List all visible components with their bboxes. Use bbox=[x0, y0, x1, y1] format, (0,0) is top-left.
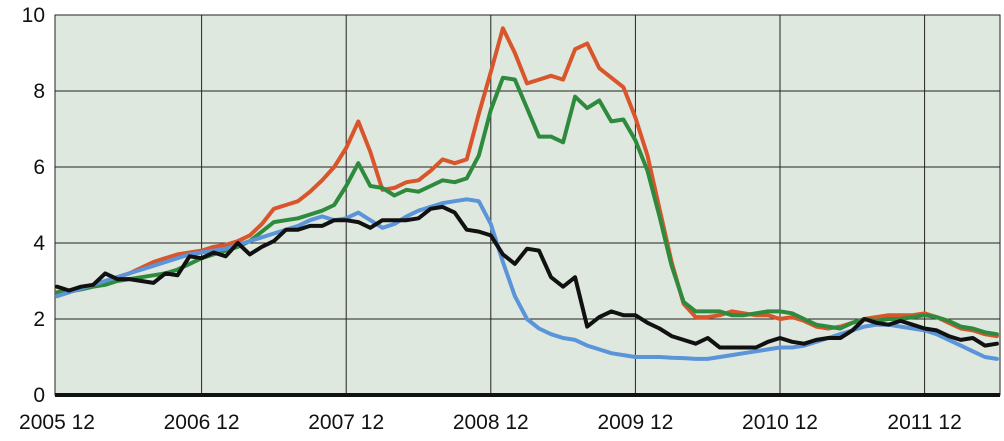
x-tick-2009-12: 2009 12 bbox=[597, 411, 673, 434]
x-tick-2010-12: 2010 12 bbox=[742, 411, 818, 434]
x-tick-2006-12: 2006 12 bbox=[164, 411, 240, 434]
x-tick-2007-12: 2007 12 bbox=[308, 411, 384, 434]
y-tick-8: 8 bbox=[33, 80, 45, 103]
horizontal-gridlines bbox=[55, 14, 1000, 320]
y-tick-4: 4 bbox=[33, 232, 45, 255]
y-tick-10: 10 bbox=[22, 4, 45, 27]
x-tick-2005-12: 2005 12 bbox=[19, 411, 95, 434]
x-tick-2008-12: 2008 12 bbox=[453, 411, 529, 434]
y-tick-2: 2 bbox=[33, 308, 45, 331]
series-lines bbox=[55, 26, 999, 361]
y-tick-labels: 0 2 4 6 8 10 bbox=[22, 4, 46, 407]
y-tick-6: 6 bbox=[33, 156, 45, 179]
x-tick-2011-12: 2011 12 bbox=[887, 411, 961, 434]
vertical-gridlines bbox=[201, 15, 926, 395]
plot-area bbox=[54, 14, 1001, 396]
x-tick-labels: 2005 12 2006 12 2007 12 2008 12 2009 12 2010 … bbox=[19, 411, 962, 434]
series-line-4 bbox=[55, 204, 999, 350]
y-tick-0: 0 bbox=[33, 384, 45, 407]
